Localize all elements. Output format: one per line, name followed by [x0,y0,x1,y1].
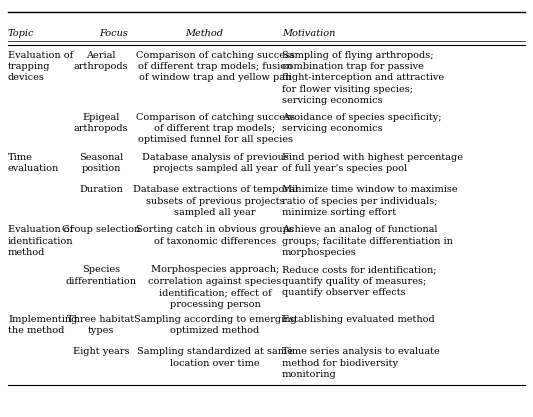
Text: Focus: Focus [99,29,128,38]
Text: Morphospecies approach;
correlation against species
identification; effect of
pr: Morphospecies approach; correlation agai… [148,266,281,309]
Text: Sampling standardized at same
location over time: Sampling standardized at same location o… [137,347,293,368]
Text: Sorting catch in obvious groups
of taxonomic differences: Sorting catch in obvious groups of taxon… [136,226,294,246]
Text: Group selection: Group selection [62,226,140,234]
Text: Minimize time window to maximise
ratio of species per individuals;
minimize sort: Minimize time window to maximise ratio o… [282,186,458,217]
Text: Reduce costs for identification;
quantify quality of measures;
quantify observer: Reduce costs for identification; quantif… [282,266,437,297]
Text: Eight years: Eight years [72,347,129,357]
Text: Time
evaluation: Time evaluation [8,153,59,173]
Text: Species
differentiation: Species differentiation [66,266,136,286]
Text: Topic: Topic [8,29,35,38]
Text: Three habitat
types: Three habitat types [68,314,134,335]
Text: Sampling according to emerging
optimized method: Sampling according to emerging optimized… [134,314,296,335]
Text: Sampling of flying arthropods;
combination trap for passive
flight-interception : Sampling of flying arthropods; combinati… [282,50,444,106]
Text: Comparison of catching success
of different trap models; fusion
of window trap a: Comparison of catching success of differ… [135,50,295,83]
Text: Establishing evaluated method: Establishing evaluated method [282,314,435,324]
Text: Method: Method [185,29,223,38]
Text: Database analysis of previous
projects sampled all year: Database analysis of previous projects s… [142,153,288,173]
Text: Evaluation of
trapping
devices: Evaluation of trapping devices [8,50,73,83]
Text: Database extractions of temporal
subsets of previous projects
sampled all year: Database extractions of temporal subsets… [133,186,297,217]
Text: Find period with highest percentage
of full year's species pool: Find period with highest percentage of f… [282,153,463,173]
Text: Avoidance of species specificity;
servicing economics: Avoidance of species specificity; servic… [282,113,441,133]
Text: Motivation: Motivation [282,29,335,38]
Text: Seasonal
position: Seasonal position [79,153,123,173]
Text: Time series analysis to evaluate
method for biodiversity
monitoring: Time series analysis to evaluate method … [282,347,440,379]
Text: Implementing
the method: Implementing the method [8,314,77,335]
Text: Aerial
arthropods: Aerial arthropods [74,50,128,71]
Text: Comparison of catching success
of different trap models;
optimised funnel for al: Comparison of catching success of differ… [135,113,295,144]
Text: Duration: Duration [79,186,123,194]
Text: Achieve an analog of functional
groups; facilitate differentiation in
morphospec: Achieve an analog of functional groups; … [282,226,453,257]
Text: Evaluation of
identification
method: Evaluation of identification method [8,226,74,257]
Text: Epigeal
arthropods: Epigeal arthropods [74,113,128,133]
